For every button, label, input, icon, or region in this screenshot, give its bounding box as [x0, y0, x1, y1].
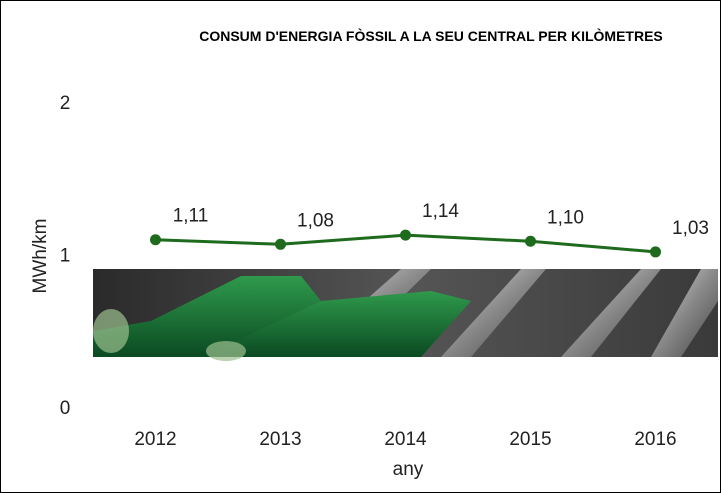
data-label: 1,08: [297, 210, 334, 231]
x-tick-label: 2013: [259, 429, 301, 450]
data-label: 1,14: [422, 201, 459, 222]
y-axis-label: MWh/km: [30, 219, 51, 294]
chart: MWh/km any 0 1 2 2012 2013 2014 2015 2016 1,11 1,…: [1, 1, 720, 492]
marker: [275, 239, 286, 250]
data-label: 1,11: [173, 206, 209, 227]
marker: [525, 236, 536, 247]
chart-title: CONSUM D'ENERGIA FÒSSIL A LA SEU CENTRAL…: [161, 29, 701, 44]
background-image: [93, 269, 718, 361]
x-axis-label: any: [393, 459, 424, 480]
y-tick-label: 0: [60, 398, 71, 419]
marker: [400, 230, 411, 241]
data-label: 1,03: [672, 218, 709, 239]
x-tick-label: 2014: [384, 429, 427, 450]
x-tick-label: 2016: [634, 429, 676, 450]
y-tick-label: 2: [60, 93, 71, 114]
x-tick-label: 2015: [509, 429, 551, 450]
marker: [150, 234, 161, 245]
data-label: 1,10: [547, 207, 584, 228]
chart-container: MWh/km any 0 1 2 2012 2013 2014 2015 2016 1,11 1,…: [0, 0, 721, 493]
marker: [650, 246, 661, 257]
y-tick-label: 1: [60, 246, 71, 267]
x-tick-label: 2012: [134, 429, 176, 450]
